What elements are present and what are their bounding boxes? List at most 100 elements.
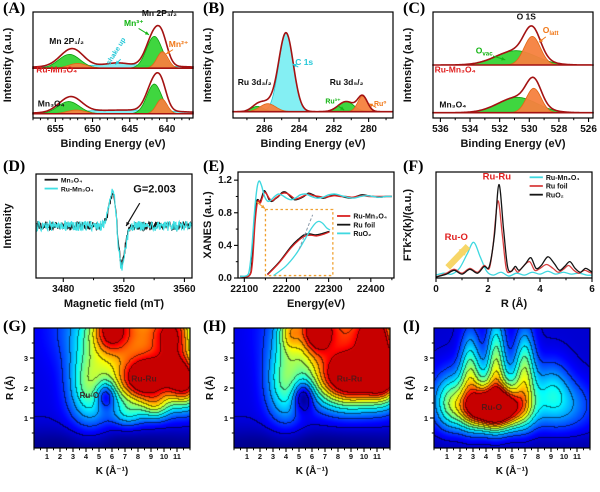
svg-text:C 1s: C 1s [295, 57, 313, 67]
svg-text:Ru⁰: Ru⁰ [374, 100, 386, 108]
panel-c-tag: (C) [403, 0, 426, 17]
svg-text:Ru-Mn₃O₄: Ru-Mn₃O₄ [353, 214, 387, 221]
svg-text:Intensity (a.u.): Intensity (a.u.) [402, 27, 414, 102]
panel-d-tag: (D) [3, 158, 26, 175]
svg-text:22100: 22100 [230, 284, 258, 295]
svg-text:534: 534 [462, 124, 479, 135]
svg-text:528: 528 [551, 124, 568, 135]
svg-text:640: 640 [159, 124, 176, 135]
panel-a-plot: 655 650 645 640 Binding Energy (eV) Intensity… [2, 8, 194, 150]
svg-text:6: 6 [589, 284, 595, 295]
svg-text:Ru 3d₃/₂: Ru 3d₃/₂ [238, 77, 272, 87]
panel-c: (C) 536 534 532 530 528 526 Binding Energy (eV… [400, 0, 600, 158]
svg-text:2: 2 [458, 452, 462, 461]
svg-text:1: 1 [445, 452, 449, 461]
svg-text:4: 4 [84, 452, 89, 461]
svg-text:2: 2 [424, 384, 428, 393]
panel-f-tag: (F) [403, 158, 424, 175]
svg-text:FTk²x(k)/(a.u.): FTk²x(k)/(a.u.) [402, 189, 414, 261]
panel-e-plot: 22100 22200 22300 22400 0.0 0.4 0.8 1.2 Energy(e… [202, 171, 395, 310]
svg-text:Ru foil: Ru foil [353, 222, 375, 229]
svg-text:8: 8 [536, 452, 540, 461]
svg-text:2: 2 [58, 452, 62, 461]
svg-text:22300: 22300 [315, 284, 343, 295]
svg-text:5: 5 [297, 452, 301, 461]
svg-text:1: 1 [224, 414, 228, 423]
panel-e: (E) 22100 22200 22300 22400 0.0 0.4 0.8 1.2 Ener… [200, 158, 400, 318]
svg-text:Mn₃O₄: Mn₃O₄ [38, 98, 65, 108]
svg-text:Intensity: Intensity [2, 203, 14, 249]
svg-text:3560: 3560 [173, 284, 196, 295]
svg-text:3: 3 [71, 452, 75, 461]
svg-text:3: 3 [271, 452, 275, 461]
svg-text:536: 536 [432, 124, 449, 135]
svg-text:2: 2 [24, 384, 28, 393]
svg-text:3: 3 [424, 354, 428, 363]
svg-text:7: 7 [123, 452, 127, 461]
svg-text:10: 10 [160, 452, 168, 461]
svg-text:R (Å): R (Å) [203, 376, 216, 400]
panel-i-heatmap [434, 328, 590, 448]
panel-i-tag: (I) [403, 318, 420, 335]
svg-text:5: 5 [97, 452, 101, 461]
svg-text:Intensity (a.u.): Intensity (a.u.) [2, 27, 14, 102]
panel-a: (A) 655 650 645 640 Binding Energy (eV) Inten… [0, 0, 200, 158]
svg-text:2: 2 [224, 384, 228, 393]
panel-a-tag: (A) [3, 0, 26, 17]
svg-text:1: 1 [45, 452, 49, 461]
svg-text:Binding Energy (eV): Binding Energy (eV) [260, 138, 365, 150]
svg-text:O 1S: O 1S [517, 11, 537, 21]
svg-text:Ru³⁺: Ru³⁺ [325, 98, 341, 106]
svg-text:Mn³⁺: Mn³⁺ [124, 18, 144, 28]
svg-text:Mn²⁺: Mn²⁺ [169, 39, 189, 49]
svg-text:Mn₃O₄: Mn₃O₄ [439, 99, 466, 109]
svg-text:RuO₂: RuO₂ [353, 231, 371, 238]
svg-text:11: 11 [373, 452, 381, 461]
svg-text:Ru-O: Ru-O [445, 232, 468, 243]
svg-text:9: 9 [549, 452, 553, 461]
svg-text:Ru foil: Ru foil [546, 184, 568, 191]
svg-text:K (Å⁻¹): K (Å⁻¹) [496, 464, 529, 477]
svg-text:Ru-Mn₃O₄: Ru-Mn₃O₄ [546, 175, 580, 182]
panel-h-tag: (H) [203, 318, 227, 335]
panel-i: (I) 1 2 3 4 5 6 7 8 9 10 11 1 2 3 K (Å⁻¹) R (Å) Ru-O [400, 318, 600, 492]
svg-text:530: 530 [521, 124, 538, 135]
svg-text:3: 3 [224, 354, 228, 363]
svg-text:K (Å⁻¹): K (Å⁻¹) [296, 464, 329, 477]
svg-text:9: 9 [149, 452, 153, 461]
svg-text:22400: 22400 [357, 284, 385, 295]
svg-text:2: 2 [258, 452, 262, 461]
svg-text:1: 1 [24, 414, 28, 423]
svg-text:3: 3 [24, 354, 28, 363]
svg-text:0.8: 0.8 [218, 208, 232, 219]
svg-text:R (Å): R (Å) [403, 376, 416, 400]
svg-text:Intensity (a.u.): Intensity (a.u.) [202, 27, 214, 102]
svg-text:3: 3 [471, 452, 475, 461]
svg-text:2: 2 [485, 284, 491, 295]
svg-text:Ru-Ru: Ru-Ru [131, 373, 157, 383]
svg-text:650: 650 [84, 124, 101, 135]
svg-text:Ru-O: Ru-O [481, 402, 502, 412]
svg-text:7: 7 [523, 452, 527, 461]
svg-text:Ru 3d₅/₂: Ru 3d₅/₂ [330, 77, 364, 87]
svg-text:1: 1 [245, 452, 249, 461]
svg-text:Ru-Mn₃O₄: Ru-Mn₃O₄ [36, 64, 77, 74]
svg-text:8: 8 [336, 452, 340, 461]
svg-text:0.4: 0.4 [218, 240, 232, 251]
svg-text:Binding Energy (eV): Binding Energy (eV) [60, 138, 165, 150]
svg-text:4: 4 [537, 284, 543, 295]
svg-text:0.0: 0.0 [218, 273, 232, 284]
svg-text:Ru-Mn₃O₄: Ru-Mn₃O₄ [61, 186, 94, 193]
svg-text:R (Å): R (Å) [501, 297, 528, 310]
svg-text:Mn 2P₃/₂: Mn 2P₃/₂ [142, 8, 177, 18]
svg-text:280: 280 [360, 124, 377, 135]
svg-text:1.2: 1.2 [218, 175, 232, 186]
svg-text:532: 532 [491, 124, 508, 135]
panel-h: (H) 1 2 3 4 5 6 7 8 9 10 11 1 2 3 K (Å⁻¹) R (Å) Ru-Ru [200, 318, 400, 492]
svg-text:1: 1 [424, 414, 428, 423]
svg-text:11: 11 [573, 452, 581, 461]
panel-g: (G) 1 2 3 4 5 6 7 8 9 10 11 1 2 3 K (Å⁻¹) R (Å) Ru-O Ru-R… [0, 318, 200, 492]
